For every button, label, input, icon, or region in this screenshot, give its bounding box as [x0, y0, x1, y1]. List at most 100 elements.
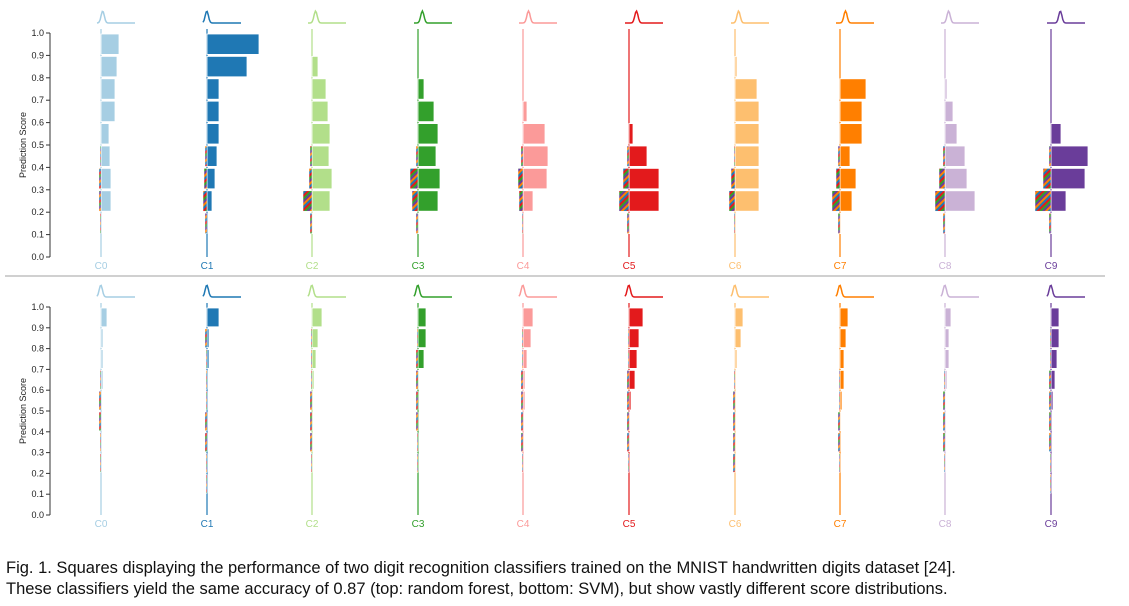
fp-bar-C7	[838, 390, 841, 411]
tp-bar-C6	[734, 190, 760, 212]
tp-bar-C9	[1050, 190, 1067, 212]
fp-bar-C6	[732, 390, 736, 411]
tp-bar-C3	[417, 145, 437, 167]
tp-bar-C5	[628, 123, 634, 145]
fp-bar-C8	[942, 212, 946, 234]
y-tick-label: 0.8	[31, 73, 44, 83]
tp-bar-C3	[417, 167, 441, 190]
fp-bar-C3	[415, 349, 419, 369]
tp-bar-C1	[206, 349, 210, 369]
fp-bar-C4	[521, 328, 524, 348]
tp-bar-C6	[734, 167, 760, 190]
y-tick-label: 0.0	[31, 510, 44, 520]
fp-bar-C3	[416, 453, 419, 473]
fp-bar-C2	[310, 453, 313, 473]
fp-bar-C8	[938, 168, 946, 190]
fp-bar-C6	[732, 432, 736, 452]
fp-bar-C2	[309, 411, 313, 432]
panel-svm: 0.0 0.1 0.2 0.3 0.4 0.5 0.6 0.7 0.8 0.9 1.0 Predict…	[18, 284, 1085, 530]
tp-bar-C0	[100, 369, 104, 390]
fp-bar-C9	[1048, 370, 1052, 390]
fp-bar-C4	[521, 349, 524, 369]
fp-bar-C4	[520, 411, 524, 432]
tp-bar-C6	[734, 56, 738, 78]
class-label-C4: C4	[517, 519, 530, 530]
fp-bar-C9	[1049, 453, 1052, 473]
tp-bar-C1	[206, 145, 218, 167]
fp-bar-C4	[520, 145, 524, 167]
tp-bar-C6	[734, 123, 760, 145]
tp-bar-C3	[417, 307, 427, 328]
fp-bar-C3	[415, 370, 419, 390]
class-label-C6: C6	[729, 519, 742, 530]
y-tick-label: 1.0	[31, 28, 44, 38]
class-label-C2: C2	[306, 519, 319, 530]
tp-bar-C2	[311, 349, 317, 369]
tp-bar-C0	[100, 167, 112, 190]
tp-bar-C5	[628, 307, 644, 328]
score-sparkline-C9	[1046, 284, 1085, 298]
fp-bar-C6	[733, 145, 736, 167]
panel-random-forest: 0.0 0.1 0.2 0.3 0.4 0.5 0.6 0.7 0.8 0.9 1.0 Predict…	[18, 9, 1089, 272]
tp-bar-C4	[522, 369, 526, 390]
fp-bar-C1	[205, 474, 208, 494]
squares-figure: 0.0 0.1 0.2 0.3 0.4 0.5 0.6 0.7 0.8 0.9 1.0 Predict…	[5, 9, 1105, 530]
fp-bar-C2	[309, 432, 313, 452]
y-tick-label: 1.0	[31, 302, 44, 312]
tp-bar-C7	[839, 123, 863, 145]
tp-bar-C1	[206, 78, 220, 100]
fp-bar-C0	[98, 168, 102, 190]
tp-bar-C2	[311, 100, 329, 122]
fp-bar-C6	[733, 370, 736, 390]
fp-bar-C2	[309, 390, 313, 411]
score-sparkline-C6	[731, 9, 769, 24]
class-label-C7: C7	[834, 261, 847, 272]
tp-bar-C2	[311, 307, 323, 328]
fp-bar-C3	[415, 145, 419, 167]
score-sparkline-C6	[730, 284, 769, 298]
fp-bar-C4	[520, 390, 524, 411]
score-sparkline-C0	[96, 10, 135, 24]
class-label-C3: C3	[412, 519, 425, 530]
fp-bar-C6	[730, 168, 736, 190]
tp-bar-C4	[522, 190, 534, 212]
fp-bar-C9	[1048, 390, 1052, 411]
fp-bar-C1	[204, 411, 208, 432]
tp-bar-C6	[734, 328, 742, 348]
fp-bar-C8	[942, 145, 946, 167]
tp-bar-C7	[839, 100, 863, 122]
fp-bar-C6	[728, 190, 736, 212]
fp-bar-C7	[838, 453, 841, 473]
fp-bar-C2	[309, 212, 313, 234]
fp-bar-C8	[942, 432, 946, 452]
score-sparkline-C1	[202, 10, 241, 24]
caption-line-1: Fig. 1. Squares displaying the performan…	[6, 559, 956, 577]
fp-bar-C9	[1034, 190, 1052, 212]
fp-bar-C1	[203, 168, 208, 190]
fp-bar-C3	[409, 168, 419, 190]
tp-bar-C4	[522, 390, 526, 411]
y-tick-label: 0.7	[31, 95, 44, 105]
tp-bar-C7	[839, 78, 867, 100]
tp-bar-C5	[628, 349, 638, 369]
score-sparkline-C4	[519, 9, 557, 24]
tp-bar-C3	[417, 100, 435, 122]
score-sparkline-C9	[1047, 10, 1085, 24]
fp-bar-C4	[521, 453, 524, 473]
score-sparkline-C1	[202, 284, 241, 298]
class-label-C7: C7	[834, 519, 847, 530]
fp-bar-C7	[835, 168, 841, 190]
class-label-C5: C5	[623, 519, 636, 530]
fp-bar-C1	[204, 145, 208, 167]
tp-bar-C0	[100, 145, 111, 167]
tp-bar-C7	[839, 328, 847, 348]
tp-bar-C3	[417, 78, 425, 100]
tp-bar-C5	[628, 190, 660, 212]
tp-bar-C6	[734, 349, 738, 369]
y-tick-label: 0.3	[31, 185, 44, 195]
fp-bar-C0	[99, 432, 102, 452]
fp-bar-C3	[411, 190, 419, 212]
fp-bar-C0	[99, 453, 102, 473]
tp-bar-C8	[944, 190, 976, 212]
y-axis-label: Prediction Score	[18, 112, 28, 178]
